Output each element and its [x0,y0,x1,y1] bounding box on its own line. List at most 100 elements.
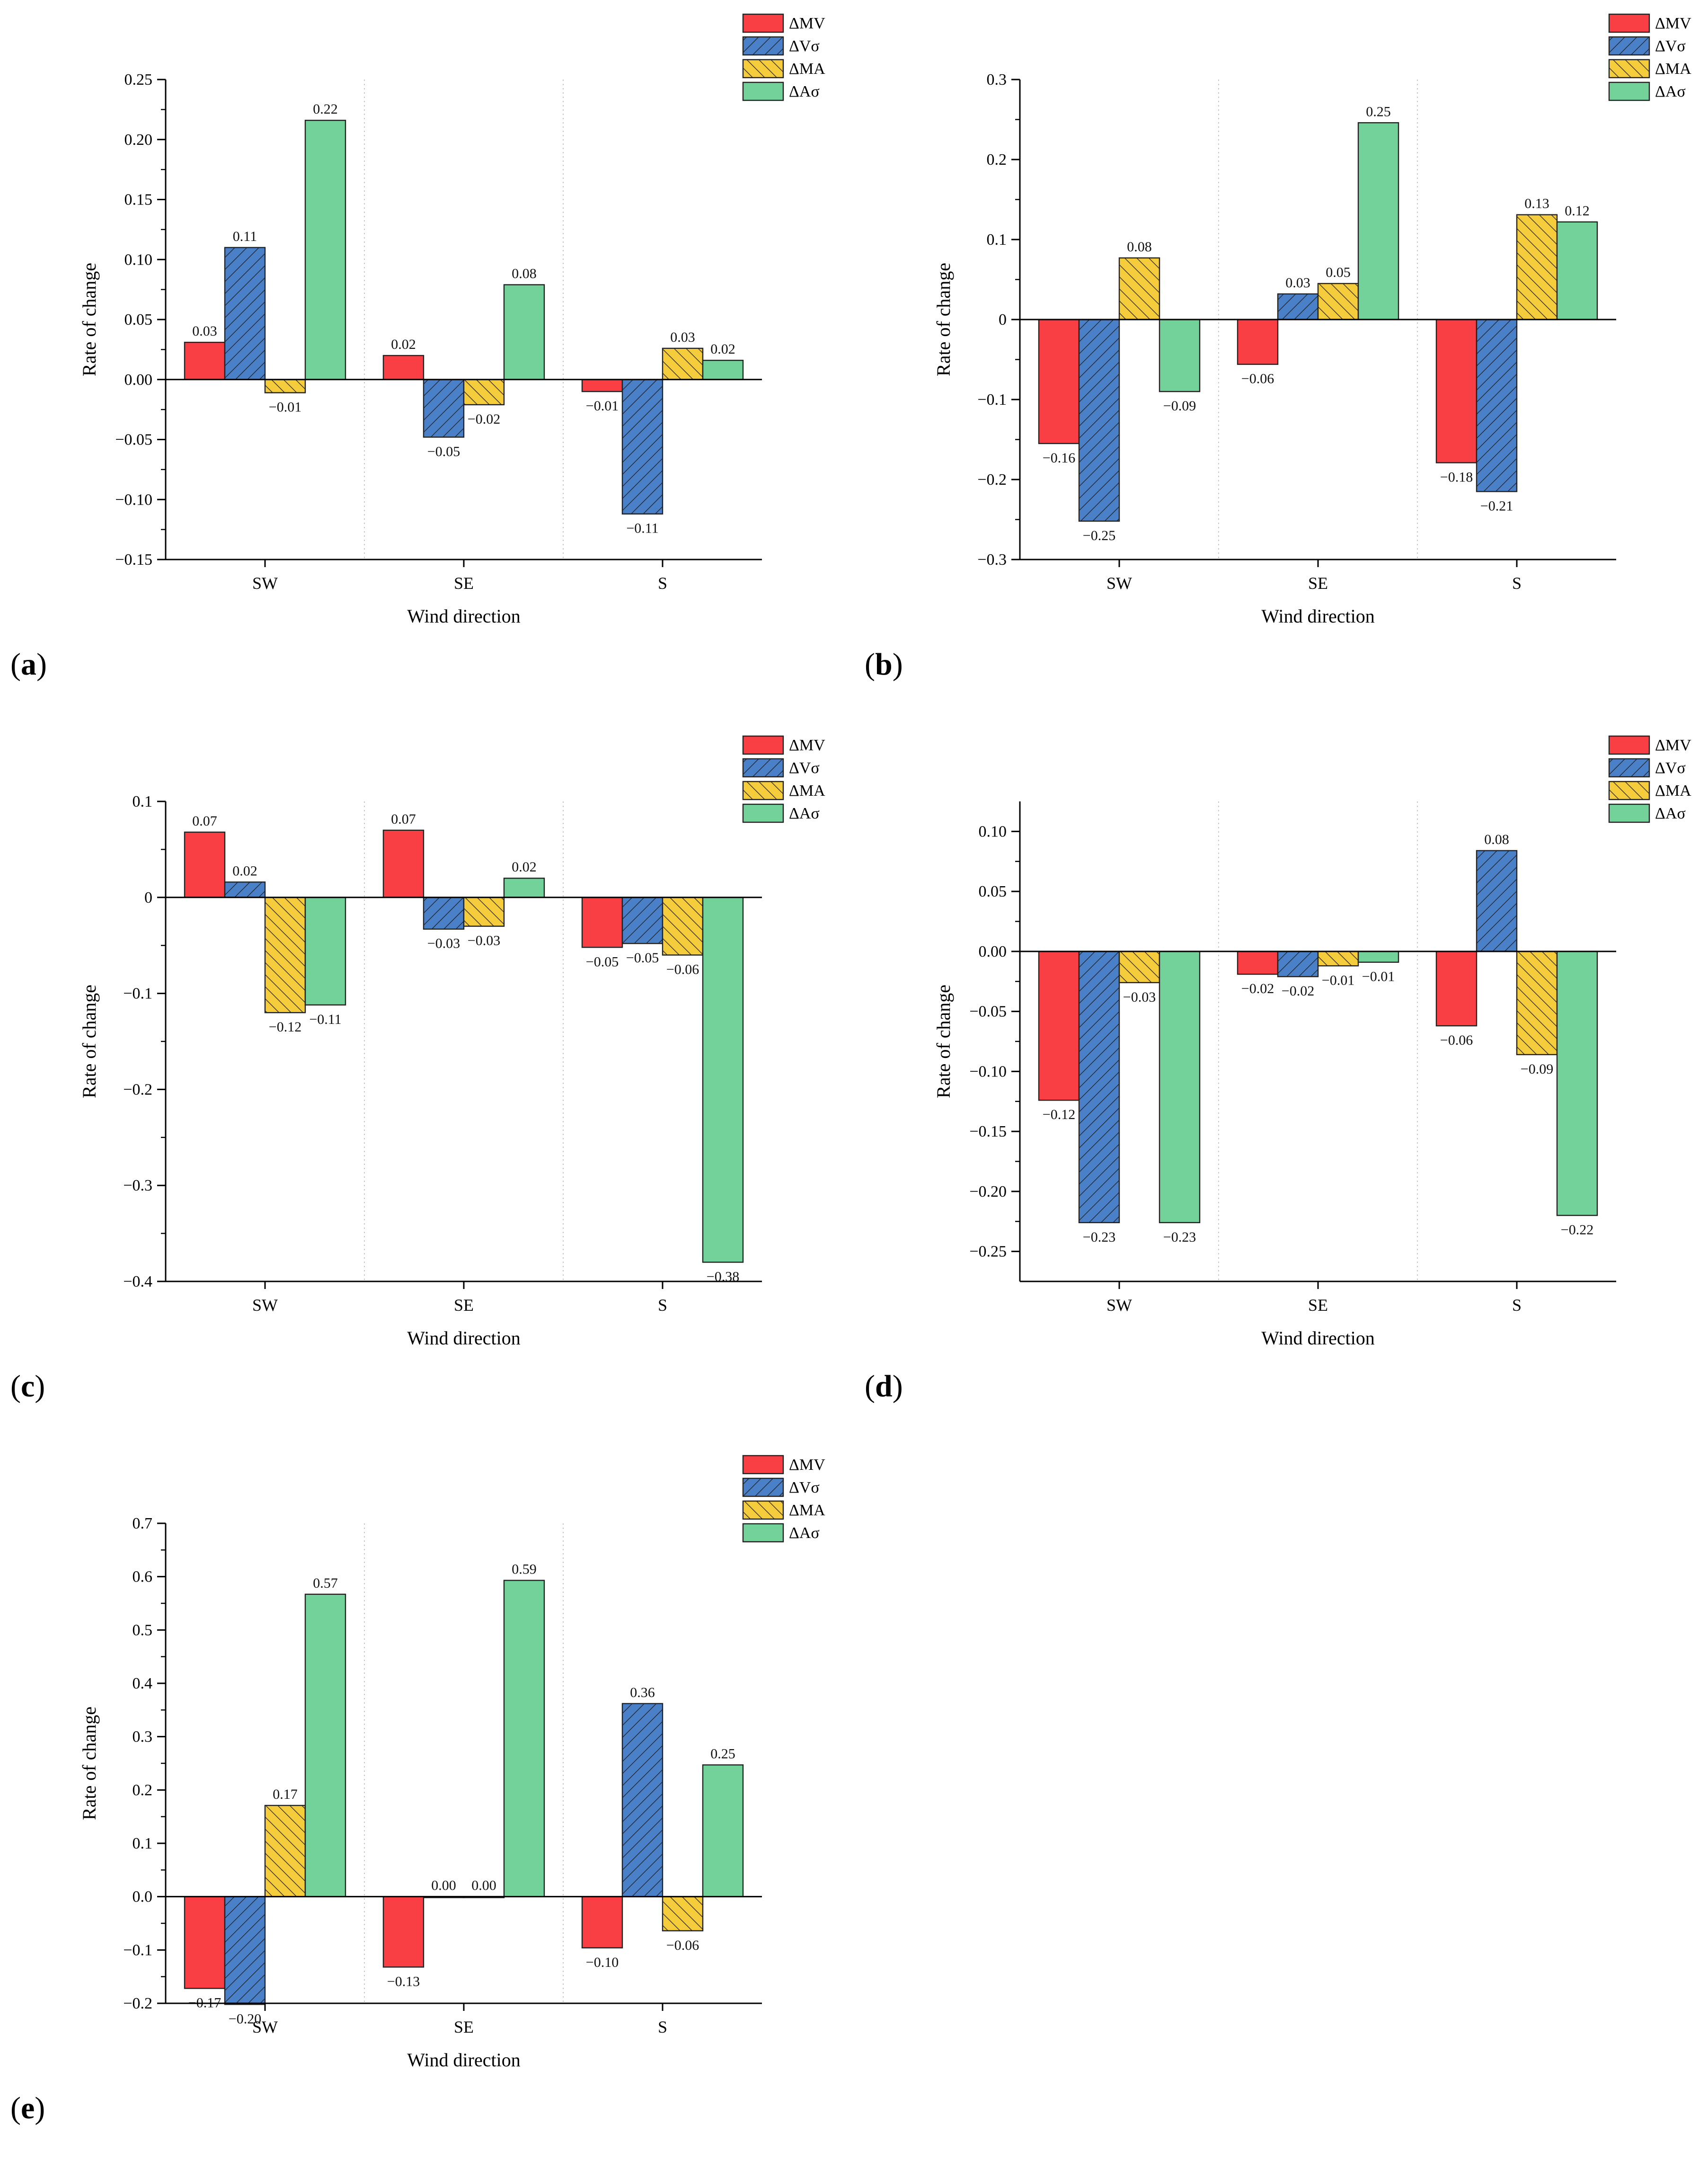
bar-vs-sw [1078,319,1120,522]
bar-vs-s [621,1703,664,1897]
y-tick-label: −0.3 [123,1177,152,1194]
legend-swatch-mv [1608,13,1650,33]
data-label: −0.09 [1163,398,1196,414]
bar-vs-sw [224,1896,266,2005]
y-tick-label: −0.1 [123,985,152,1003]
x-tick-label: SE [454,1296,474,1315]
y-tick-label: −0.2 [977,471,1007,489]
data-label: −0.25 [1083,528,1115,543]
y-tick-label: 0.25 [124,71,153,89]
bar-vs-se [423,379,465,438]
chart-panel-e: −0.17 −0.13 −0.10 −0.20 0.00 0.36 0.17 0.00 −0.0… [0,1444,854,2168]
data-label: −0.23 [1163,1229,1196,1245]
bar-as-s [1556,951,1598,1216]
data-label: −0.05 [427,444,460,459]
legend-swatch-ma [1608,781,1650,800]
data-label: 0.07 [192,813,217,829]
data-label: −0.05 [586,954,619,969]
bar-as-sw [1159,951,1201,1223]
data-label: 0.36 [630,1685,655,1700]
x-tick-label: S [1512,1296,1522,1315]
legend-swatch-as [742,803,784,823]
bar-mv-sw [184,831,226,898]
legend-label: ΔAσ [1655,805,1686,822]
bar-mv-s [581,897,623,948]
x-tick-label: SE [454,574,474,593]
legend-label: ΔMV [789,15,825,32]
y-tick-label: −0.4 [123,1273,152,1290]
data-label: −0.12 [1043,1107,1075,1122]
legend-label: ΔAσ [789,83,820,100]
data-label: 0.57 [313,1575,338,1591]
bar-ma-se [463,897,505,927]
data-label: −0.02 [1282,983,1314,999]
bar-as-se [503,878,545,898]
bar-mv-s [581,379,623,392]
bar-ma-sw [1118,257,1160,320]
data-label: −0.01 [1362,969,1395,985]
data-label: −0.06 [666,1938,699,1953]
y-tick-label: 0 [999,311,1007,329]
legend-label: ΔMA [789,782,825,800]
y-tick-label: −0.2 [123,1995,152,2012]
data-label: 0.25 [710,1746,735,1761]
y-tick-label: 0.2 [133,1781,153,1799]
legend-swatch-as [742,81,784,101]
data-label: −0.03 [1123,989,1156,1005]
panel-label: (a) [10,647,47,682]
bar-vs-s [1476,850,1518,952]
y-tick-label: −0.15 [969,1123,1007,1140]
bar-vs-sw [224,247,266,380]
legend-label: ΔMV [1655,15,1691,32]
legend: ΔMV ΔVσ ΔMA ΔAσ [742,1455,825,1543]
bar-ma-s [662,347,704,380]
y-axis-title: Rate of change [933,263,954,376]
bar-as-se [503,1580,545,1897]
bar-vs-se [1277,293,1319,320]
legend-label: ΔMA [1655,782,1691,800]
legend: ΔMV ΔVσ ΔMA ΔAσ [1608,13,1691,101]
data-label: 0.00 [471,1878,496,1893]
legend: ΔMV ΔVσ ΔMA ΔAσ [742,735,825,823]
bar-vs-sw [1078,951,1120,1223]
data-label: −0.05 [626,950,659,966]
legend-swatch-vs [742,1477,784,1497]
chart-a: 0.03 0.02 −0.01 0.11 −0.05 −0.11 −0.01 −0.02 0.0… [10,13,825,682]
bar-as-s [1556,221,1598,320]
data-label: 0.05 [1326,265,1351,280]
y-tick-label: −0.10 [115,491,152,508]
x-tick-label: S [658,1296,667,1315]
bar-mv-se [382,829,425,898]
bar-mv-se [382,355,425,380]
y-tick-label: −0.1 [123,1941,152,1959]
bar-vs-s [1476,319,1518,492]
chart-panel-c: 0.07 0.07 −0.05 0.02 −0.03 −0.05 −0.12 −0.03 −0.… [0,722,854,1446]
legend-label: ΔVσ [1655,759,1686,777]
legend-label: ΔVσ [1655,37,1686,55]
data-label: 0.12 [1565,203,1590,219]
bar-as-sw [304,897,346,1006]
y-tick-label: 0.00 [124,371,153,389]
bar-ma-s [662,897,704,956]
x-axis-title: Wind direction [407,1327,520,1349]
data-label: −0.18 [1440,470,1473,485]
bar-vs-s [621,897,664,944]
data-label: 0.07 [391,811,416,827]
y-axis-title: Rate of change [933,985,954,1098]
y-tick-label: −0.05 [115,431,152,449]
legend-swatch-as [1608,81,1650,101]
data-label: 0.00 [431,1878,456,1893]
y-tick-label: 0.15 [124,191,153,209]
data-label: −0.06 [1440,1032,1473,1048]
y-tick-label: 0.2 [987,151,1007,169]
bar-mv-se [382,1896,425,1968]
legend-label: ΔAσ [789,805,820,822]
legend-swatch-ma [742,781,784,800]
y-tick-label: 0.10 [124,251,153,268]
bar-ma-s [662,1896,704,1931]
data-label: −0.22 [1561,1222,1593,1238]
data-label: −0.01 [1322,972,1354,988]
legend-swatch-as [1608,803,1650,823]
x-axis-title: Wind direction [1261,1327,1374,1349]
bar-ma-se [1317,283,1359,320]
